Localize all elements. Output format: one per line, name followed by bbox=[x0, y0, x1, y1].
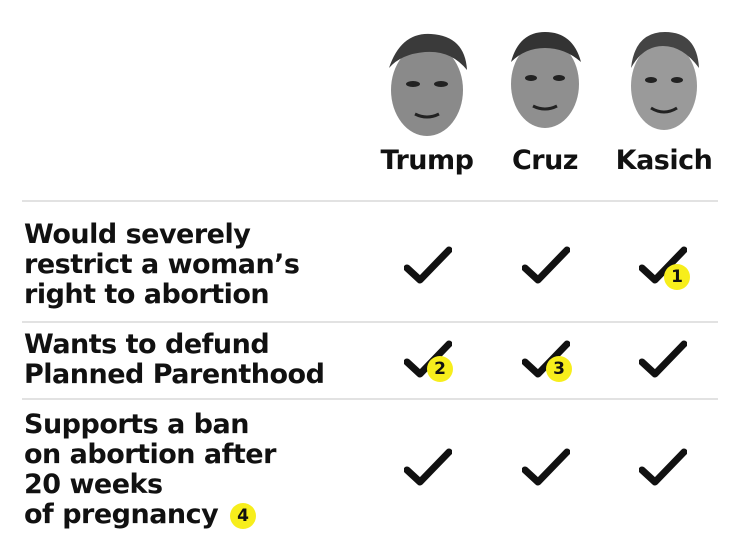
checkmark-icon bbox=[522, 246, 570, 284]
candidate-name: Trump bbox=[380, 145, 474, 176]
row-label-restrict-abortion: Would severely restrict a woman’s right … bbox=[24, 219, 300, 310]
footnote-badge[interactable]: 1 bbox=[664, 264, 690, 290]
footnote-badge[interactable]: 3 bbox=[546, 356, 572, 382]
footnote-badge[interactable]: 2 bbox=[427, 356, 453, 382]
row-divider bbox=[22, 321, 718, 323]
candidate-kasich: Kasich bbox=[604, 28, 724, 176]
candidate-name: Kasich bbox=[615, 145, 713, 176]
footnote-badge[interactable]: 4 bbox=[230, 503, 256, 529]
row-label-20-week-ban: Supports a ban on abortion after 20 week… bbox=[24, 409, 276, 530]
row-divider bbox=[22, 398, 718, 400]
checkmark-icon bbox=[639, 246, 687, 284]
checkmark-icon bbox=[404, 340, 452, 378]
checkmark-icon bbox=[522, 340, 570, 378]
candidate-face-icon bbox=[389, 33, 467, 136]
checkmark-icon bbox=[639, 340, 687, 378]
checkmark-icon bbox=[522, 448, 570, 486]
checkmark-icon bbox=[639, 448, 687, 486]
candidate-face-icon bbox=[631, 32, 699, 130]
checkmark-icon bbox=[404, 448, 452, 486]
candidate-cruz: Cruz bbox=[485, 28, 605, 176]
candidate-face-icon bbox=[511, 32, 581, 128]
candidate-trump: Trump bbox=[367, 28, 487, 176]
checkmark-icon bbox=[404, 246, 452, 284]
row-divider bbox=[22, 200, 718, 202]
candidate-name: Cruz bbox=[511, 145, 579, 176]
row-label-defund-planned-parenthood: Wants to defund Planned Parenthood bbox=[24, 329, 325, 390]
